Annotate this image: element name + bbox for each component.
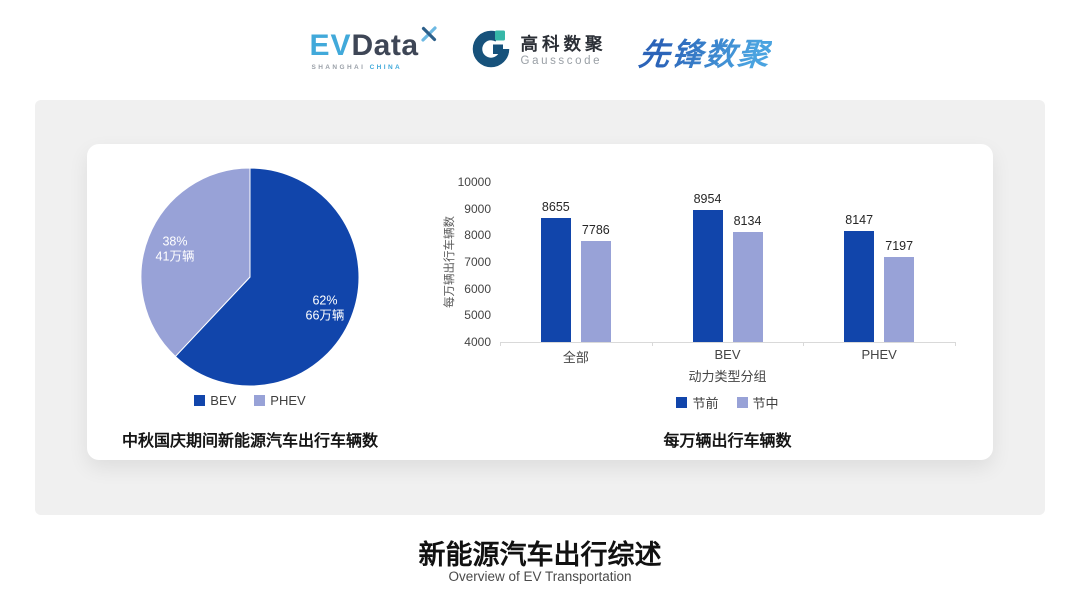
pie-slice-label-PHEV: 38% 41万辆 (156, 234, 195, 263)
bar-legend-item-节中: 节中 (736, 393, 779, 412)
header-logos: EV Data SHANGHAI CHINA (0, 14, 1080, 88)
evdata-sub-china: CHINA (369, 64, 403, 71)
y-axis-tick-label: 4000 (464, 335, 491, 349)
legend-swatch-icon (254, 395, 266, 406)
bar-节前-PHEV (844, 231, 875, 342)
gausscode-logo: 高科数聚 Gausscode (470, 28, 607, 75)
pie-legend-label: BEV (210, 393, 237, 408)
pie-slice-label-BEV: 62% 66万辆 (306, 294, 345, 323)
evdata-ev-text: EV (309, 29, 352, 62)
evdata-wordmark: EV Data (309, 26, 437, 62)
category-label-BEV: BEV (714, 347, 741, 362)
pie-legend-item-PHEV: PHEV (254, 393, 306, 408)
bar-value-label: 8134 (733, 213, 762, 228)
bar-value-label: 7786 (581, 223, 610, 238)
charts-card: 62% 66万辆 38% 41万辆 BEV PHEV 中秋国庆期间新能源汽车出行车辆数 … (87, 144, 993, 460)
y-axis-tick-label: 10000 (457, 175, 491, 189)
gausscode-text: 高科数聚 Gausscode (521, 34, 607, 68)
y-axis-tick-label: 6000 (464, 281, 491, 296)
legend-swatch-icon (676, 397, 688, 408)
bar-节前-BEV (692, 209, 723, 342)
gausscode-cn-text: 高科数聚 (520, 33, 607, 54)
y-axis-tick-label: 7000 (464, 255, 491, 269)
bar-value-label: 8954 (693, 191, 722, 206)
pie-legend: BEV PHEV (87, 393, 413, 408)
category-label-PHEV: PHEV (861, 347, 897, 362)
pie-slice-BEV (174, 167, 360, 387)
bar-节中-BEV (732, 231, 763, 342)
gausscode-en-text: Gausscode (520, 54, 603, 67)
x-axis-tick (651, 342, 653, 346)
bar-value-label: 7197 (885, 238, 914, 253)
evdata-sub-shanghai: SHANGHAI (311, 64, 366, 71)
legend-swatch-icon (194, 395, 206, 406)
x-axis-tick (955, 342, 956, 346)
gausscode-g-icon (470, 28, 512, 75)
bar-legend: 节前 节中 (500, 393, 955, 412)
y-axis-tick-label: 8000 (464, 228, 491, 243)
pie-legend-label: PHEV (270, 393, 306, 408)
x-axis-line (500, 342, 955, 343)
evdata-subtitle: SHANGHAI CHINA (309, 64, 437, 71)
x-axis-tick (500, 342, 501, 346)
legend-swatch-icon (736, 397, 748, 408)
category-label-全部: 全部 (562, 350, 589, 365)
bar-value-label: 8655 (541, 199, 570, 214)
bar-value-label: 8147 (845, 213, 874, 228)
page-title: 新能源汽车出行综述 (418, 540, 662, 570)
evdata-data-text: Data (351, 29, 419, 62)
pie-slice-PHEV (140, 167, 251, 358)
pie-chart: 62% 66万辆 38% 41万辆 (140, 167, 360, 387)
y-axis-tick-label: 9000 (464, 201, 491, 216)
pioneer-logo-text: 先锋数聚 (636, 29, 773, 74)
evdata-logo: EV Data SHANGHAI CHINA (309, 26, 437, 71)
bar-chart-title: 每万辆出行车辆数 (663, 433, 792, 450)
bar-legend-label: 节中 (752, 396, 779, 411)
evdata-x-icon (420, 25, 438, 47)
x-axis-tick (803, 342, 805, 346)
bar-x-axis-label: 动力类型分组 (688, 369, 767, 384)
gray-panel: 62% 66万辆 38% 41万辆 BEV PHEV 中秋国庆期间新能源汽车出行车辆数 … (35, 100, 1045, 515)
bar-节中-全部 (580, 241, 611, 342)
pie-chart-title: 中秋国庆期间新能源汽车出行车辆数 (121, 433, 378, 450)
bar-节前-全部 (540, 217, 571, 342)
page-subtitle: Overview of EV Transportation (448, 569, 632, 584)
bar-legend-label: 节前 (692, 396, 719, 411)
y-axis-tick-label: 5000 (464, 308, 491, 323)
pie-legend-item-BEV: BEV (194, 393, 236, 408)
bar-legend-item-节前: 节前 (676, 393, 719, 412)
bar-节中-PHEV (884, 256, 915, 342)
